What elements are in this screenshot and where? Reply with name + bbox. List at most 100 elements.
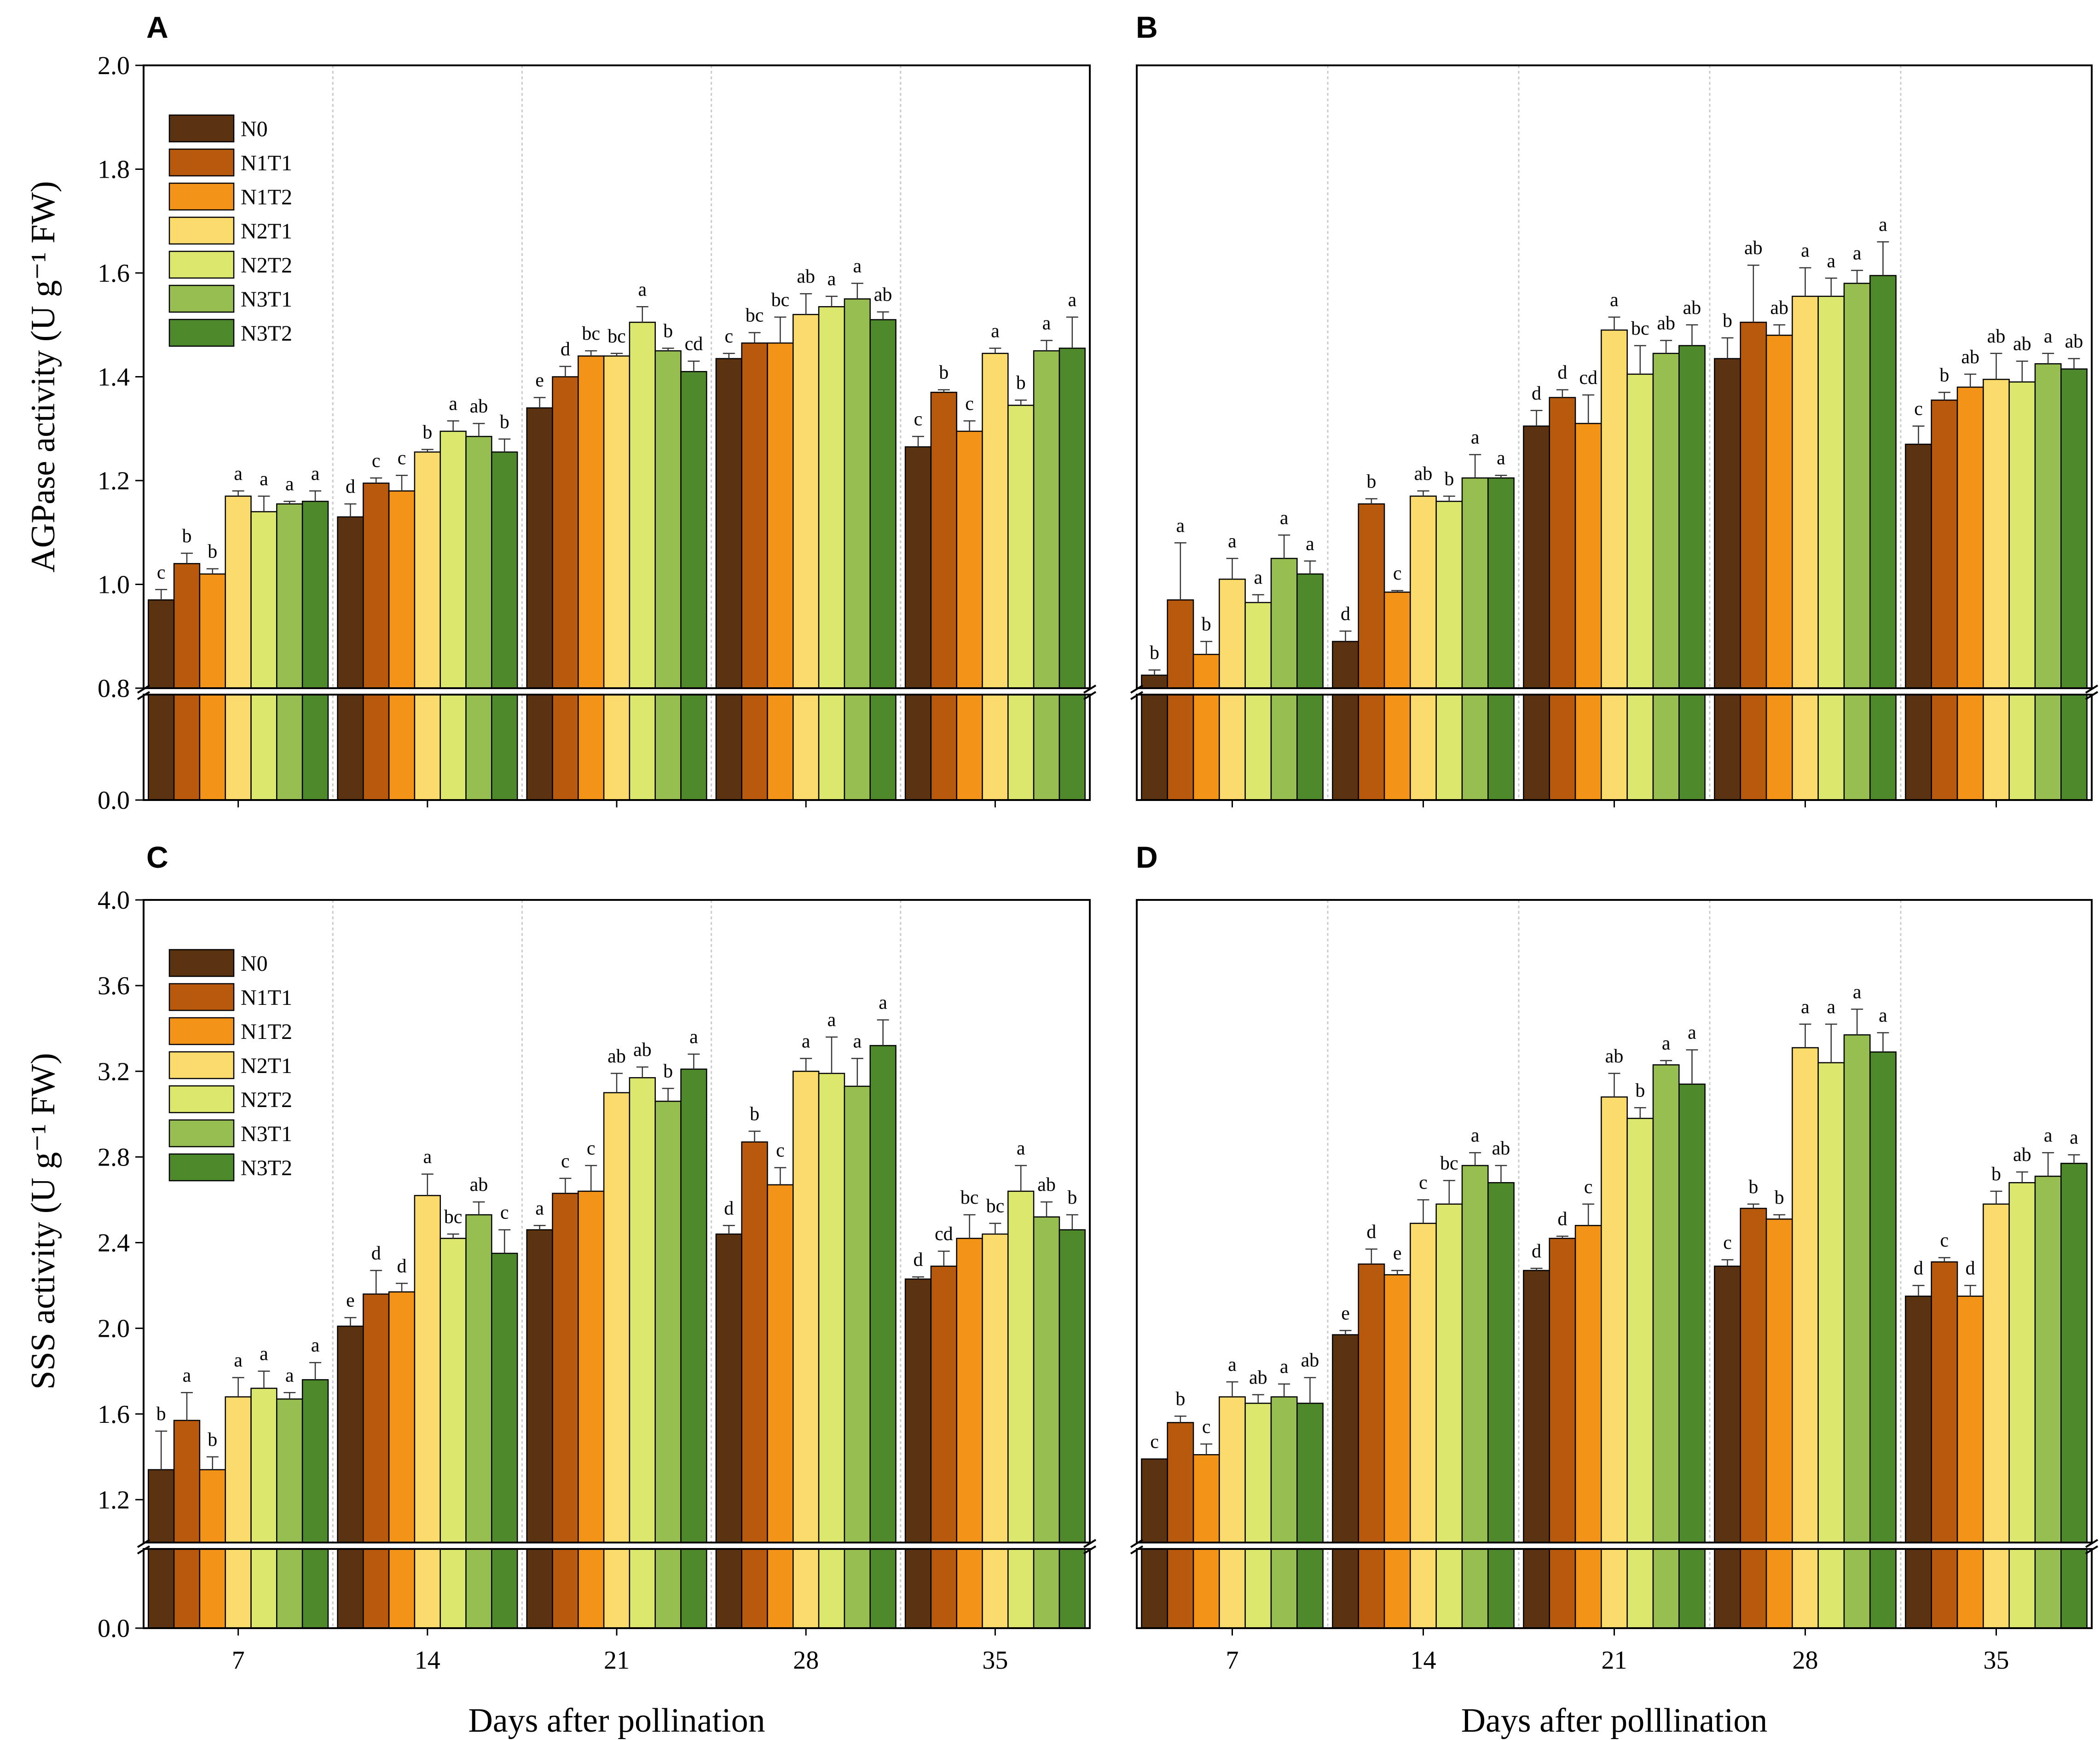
panel-letter: C <box>146 840 168 874</box>
bar-N1T1-28 <box>1740 1207 1767 1629</box>
significance-letter: ab <box>1605 1046 1624 1067</box>
bar-N3T1-14 <box>1461 477 1489 801</box>
bar-N3T2-28 <box>1869 275 1897 801</box>
bar-N1T1-35 <box>930 392 957 801</box>
bar-N1T1-14 <box>363 1293 390 1629</box>
significance-letter: cd <box>935 1224 953 1245</box>
legend-label: N0 <box>241 951 268 976</box>
plot-frame-upper <box>143 899 1091 1543</box>
bar-N3T1-7 <box>276 1398 303 1629</box>
bar-N3T2-35 <box>1059 1229 1086 1629</box>
significance-letter: c <box>1150 1432 1159 1453</box>
bar-N3T2-35 <box>1059 348 1086 801</box>
significance-letter: a <box>827 1009 836 1031</box>
bar-N2T1-21 <box>603 1092 631 1629</box>
significance-letter: ab <box>2013 1144 2031 1166</box>
significance-letter: a <box>853 256 862 277</box>
legend-swatch <box>168 1017 235 1045</box>
significance-letter: c <box>914 409 923 430</box>
bar-N2T2-35 <box>2008 381 2036 801</box>
significance-letter: b <box>939 362 949 383</box>
significance-letter: a <box>689 1027 698 1048</box>
x-tick-label: 7 <box>1226 1646 1239 1675</box>
bar-N2T2-14 <box>440 1237 467 1629</box>
significance-letter: a <box>234 464 243 485</box>
significance-letter: a <box>1228 1354 1237 1375</box>
significance-letter: ab <box>470 1174 488 1195</box>
bar-N2T1-7 <box>1219 1396 1246 1629</box>
bar-N3T1-28 <box>844 298 871 801</box>
significance-letter: ab <box>1492 1138 1510 1159</box>
y-tick-label: 2.0 <box>98 52 130 80</box>
bar-N0-21 <box>526 407 553 801</box>
significance-letter: a <box>1497 448 1505 469</box>
x-tick-label: 21 <box>1602 1646 1627 1675</box>
bar-N2T2-28 <box>818 306 845 801</box>
bar-N0-35 <box>1905 1295 1932 1629</box>
x-tick-label: 35 <box>982 1646 1008 1675</box>
significance-letter: c <box>1393 563 1402 584</box>
significance-letter: d <box>1532 383 1541 404</box>
bar-N3T2-7 <box>301 1379 329 1629</box>
y-tick-label: 1.6 <box>98 1400 130 1429</box>
significance-letter: cd <box>685 334 703 355</box>
legend-label: N1T1 <box>241 151 292 175</box>
significance-letter: ab <box>1961 347 1979 368</box>
bar-N0-14 <box>1332 641 1359 801</box>
significance-letter: c <box>1914 399 1923 420</box>
significance-letter: b <box>208 541 217 563</box>
bar-N1T1-7 <box>1167 1422 1194 1629</box>
bar-N2T2-14 <box>1435 500 1463 801</box>
bar-N3T1-35 <box>2034 1176 2062 1629</box>
legend-swatch <box>168 1153 235 1182</box>
bar-N2T2-7 <box>250 1387 278 1629</box>
significance-letter: ab <box>1301 1350 1319 1371</box>
significance-letter: ab <box>1249 1367 1267 1388</box>
legend-swatch <box>168 284 235 313</box>
bar-N1T1-28 <box>741 342 768 801</box>
bar-N1T1-35 <box>1931 1261 1958 1629</box>
legend-label: N0 <box>241 117 268 141</box>
y-tick-label: 3.2 <box>98 1057 130 1086</box>
bar-N3T2-7 <box>1296 1403 1324 1629</box>
bar-N3T2-14 <box>491 1253 518 1629</box>
significance-letter: d <box>346 476 355 498</box>
legend-label: N3T1 <box>241 1122 292 1146</box>
bar-N2T1-14 <box>1410 495 1437 801</box>
bar-N3T1-28 <box>1843 1034 1871 1629</box>
significance-letter: cd <box>1579 367 1597 389</box>
legend-label: N2T1 <box>241 219 292 244</box>
significance-letter: a <box>1879 1005 1887 1027</box>
significance-letter: a <box>423 1147 432 1168</box>
bar-N3T1-21 <box>1652 353 1680 801</box>
significance-letter: a <box>2070 1127 2078 1148</box>
significance-letter: ab <box>1744 238 1763 259</box>
significance-letter: a <box>879 992 887 1014</box>
bar-N3T1-21 <box>654 350 682 801</box>
significance-letter: b <box>1444 469 1454 490</box>
significance-letter: a <box>311 464 320 485</box>
significance-letter: b <box>1991 1164 2001 1185</box>
significance-letter: a <box>1254 567 1262 588</box>
significance-letter: a <box>1471 1125 1480 1146</box>
significance-letter: a <box>1853 243 1862 264</box>
legend-label: N2T1 <box>241 1054 292 1078</box>
bar-N2T2-35 <box>2008 1182 2036 1629</box>
significance-letter: ab <box>2013 334 2031 355</box>
y-tick-label: 0.8 <box>98 674 130 703</box>
bar-N2T2-21 <box>1626 1118 1654 1629</box>
significance-letter: a <box>449 393 457 414</box>
y-axis-label: SSS activity (U g⁻¹ FW) <box>24 1053 62 1389</box>
bar-N3T1-35 <box>1033 1216 1060 1629</box>
bar-N0-35 <box>904 1278 932 1629</box>
significance-letter: c <box>500 1202 509 1224</box>
bar-N2T2-21 <box>629 321 656 801</box>
bar-N3T2-14 <box>491 451 518 801</box>
bar-N3T1-28 <box>1843 283 1871 801</box>
y-tick-label: 1.2 <box>98 1486 130 1514</box>
significance-letter: b <box>422 422 432 443</box>
significance-letter: a <box>1827 250 1835 272</box>
bar-N0-21 <box>1523 1270 1550 1629</box>
bar-N3T2-28 <box>869 319 897 801</box>
bar-N0-21 <box>526 1229 553 1629</box>
